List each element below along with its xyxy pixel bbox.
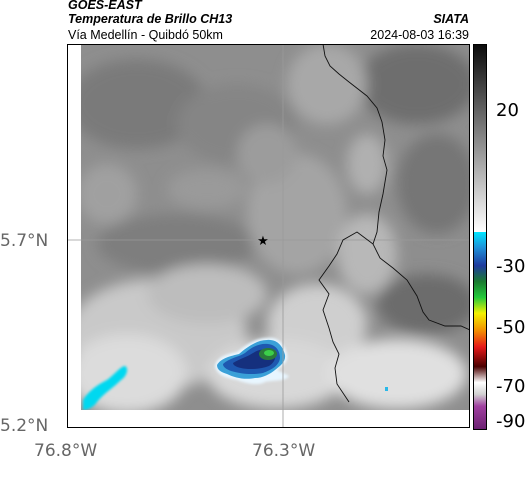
lon-label-right: 76.3°W (252, 441, 316, 461)
convective-cloud (215, 337, 289, 385)
region-label: Vía Medellín - Quibdó 50km (68, 28, 223, 42)
lat-label-lower: 5.2°N (0, 416, 49, 436)
lon-label-left: 76.8°W (34, 441, 98, 461)
satellite-map[interactable]: ★ (67, 44, 470, 428)
cyan-cloud-patch (83, 366, 128, 410)
colorbar-label-minus70: -70 (496, 376, 526, 397)
product-title: Temperatura de Brillo CH13 (68, 12, 233, 26)
colorbar-label-20: 20 (496, 100, 519, 121)
agency-label: SIATA (433, 12, 469, 26)
brightness-temperature-field (81, 44, 469, 410)
border-lines (318, 44, 470, 403)
graticule (67, 44, 470, 428)
colorbar-label-minus50: -50 (496, 317, 526, 338)
star-marker: ★ (257, 233, 269, 248)
small-cloud-dot (385, 387, 388, 391)
colorbar-label-minus90: -90 (496, 411, 526, 432)
lat-label-upper: 5.7°N (0, 231, 49, 251)
colorbar (473, 44, 487, 430)
datetime-label: 2024-08-03 16:39 (370, 28, 469, 42)
colorbar-label-minus30: -30 (496, 256, 526, 277)
satellite-title: GOES-EAST (68, 0, 142, 12)
